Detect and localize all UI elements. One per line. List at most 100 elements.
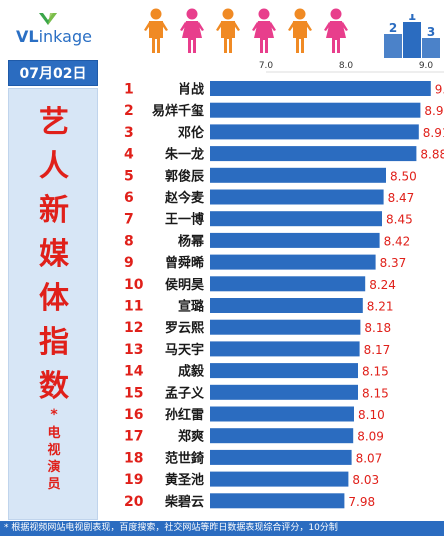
- side-subtitle-char: 演: [47, 460, 61, 475]
- artist-name: 孙红雷: [165, 407, 204, 423]
- rank-number: 6: [124, 190, 134, 206]
- bar: [210, 102, 421, 118]
- person-icon: [216, 8, 240, 53]
- side-panel: 艺人新媒体指数 * 电视演员: [8, 88, 98, 520]
- rank-number: 11: [124, 299, 143, 315]
- podium-label: 2: [389, 21, 397, 35]
- side-title-char: 新: [39, 193, 69, 228]
- value-label: 8.18: [364, 321, 391, 335]
- rank-number: 18: [124, 450, 143, 466]
- artist-name: 柴碧云: [164, 494, 204, 510]
- value-label: 7.98: [348, 495, 375, 509]
- date-label: 07月02日: [8, 60, 98, 86]
- value-label: 8.21: [367, 300, 394, 314]
- rank-number: 1: [124, 82, 134, 98]
- rank-number: 12: [124, 320, 143, 336]
- side-star: *: [50, 407, 58, 423]
- bar: [210, 406, 354, 422]
- rank-number: 7: [124, 212, 134, 228]
- bar: [210, 232, 380, 248]
- value-label: 8.15: [362, 386, 389, 400]
- value-label: 8.88: [420, 148, 444, 162]
- person-icon: [324, 8, 348, 53]
- side-title-char: 数: [39, 369, 69, 404]
- artist-name: 范世錡: [165, 450, 204, 466]
- rank-number: 19: [124, 472, 143, 488]
- podium-block: [384, 34, 402, 58]
- side-title-char: 体: [39, 281, 69, 316]
- person-icon: [144, 8, 168, 53]
- artist-name: 曾舜晞: [165, 255, 204, 271]
- bar: [210, 384, 358, 400]
- bar: [210, 276, 366, 292]
- value-label: 8.93: [424, 104, 444, 118]
- people-icons: [143, 8, 353, 54]
- rank-number: 13: [124, 342, 143, 358]
- rank-number: 9: [124, 255, 134, 271]
- side-subtitle-char: 视: [47, 443, 61, 458]
- value-label: 8.17: [364, 343, 391, 357]
- artist-name: 易烊千玺: [152, 103, 204, 119]
- rank-number: 17: [124, 429, 143, 445]
- value-label: 8.91: [423, 126, 444, 140]
- artist-name: 郭俊辰: [165, 168, 205, 184]
- rank-number: 10: [124, 277, 144, 293]
- value-label: 8.50: [390, 169, 417, 183]
- value-label: 8.03: [352, 473, 379, 487]
- artist-name: 杨幂: [178, 233, 205, 249]
- value-label: 9.06: [435, 83, 444, 97]
- side-subtitle-char: 电: [47, 426, 61, 441]
- bar: [210, 167, 386, 183]
- axis-tick-label: 8.0: [339, 61, 354, 71]
- vlinkage-logo-icon: [39, 13, 57, 25]
- rank-number: 5: [124, 168, 134, 184]
- value-label: 8.47: [388, 191, 415, 205]
- person-icon: [288, 8, 312, 53]
- bar: [210, 146, 417, 162]
- artist-name: 肖战: [178, 82, 204, 98]
- value-label: 8.15: [362, 365, 389, 379]
- bar: [210, 428, 354, 444]
- podium-icon: 2 1 3: [384, 9, 440, 58]
- artist-name: 罗云熙: [165, 321, 204, 336]
- artist-name: 侯明昊: [165, 277, 204, 293]
- artist-name: 成毅: [178, 364, 205, 380]
- bar: [210, 211, 382, 227]
- rank-number: 2: [124, 103, 134, 119]
- axis-tick-label: 9.0: [419, 61, 434, 71]
- value-label: 8.09: [357, 430, 384, 444]
- artist-name: 宣璐: [178, 299, 204, 315]
- side-title-char: 人: [39, 149, 69, 184]
- footnote: * 根据视频网站电视剧表现，百度搜索，社交网站等昨日数据表现综合评分，10分制: [0, 521, 444, 536]
- artist-name: 邓伦: [178, 125, 205, 141]
- side-title: 艺人新媒体指数: [9, 101, 99, 409]
- bar: [210, 254, 376, 270]
- podium-label: 1: [408, 14, 416, 23]
- bar: [210, 493, 345, 509]
- podium-label: 3: [427, 25, 435, 39]
- value-label: 8.45: [386, 213, 413, 227]
- brand-name-prefix: VL: [16, 27, 39, 46]
- artist-name: 黄圣池: [165, 472, 204, 488]
- value-label: 8.37: [380, 256, 407, 270]
- artist-name: 王一博: [165, 212, 204, 228]
- brand-name: VLinkage: [16, 27, 92, 46]
- side-title-char: 艺: [39, 105, 69, 140]
- ranking-bar-chart: 7.08.09.010.01肖战9.062易烊千玺8.933邓伦8.914朱一龙…: [124, 61, 444, 510]
- rank-number: 16: [124, 407, 143, 423]
- artist-name: 郑爽: [178, 429, 204, 445]
- artist-name: 马天宇: [165, 342, 204, 358]
- rank-number: 15: [124, 385, 143, 401]
- rank-number: 8: [124, 233, 134, 249]
- podium-block: [422, 38, 440, 58]
- rank-number: 14: [124, 364, 144, 380]
- bar: [210, 124, 419, 140]
- rank-number: 3: [124, 125, 134, 141]
- artist-name: 孟子义: [165, 385, 205, 401]
- bar: [210, 449, 352, 465]
- artist-name: 朱一龙: [164, 147, 204, 163]
- rank-number: 20: [124, 494, 144, 510]
- value-label: 8.24: [369, 278, 396, 292]
- bar: [210, 471, 349, 487]
- bar: [210, 341, 360, 357]
